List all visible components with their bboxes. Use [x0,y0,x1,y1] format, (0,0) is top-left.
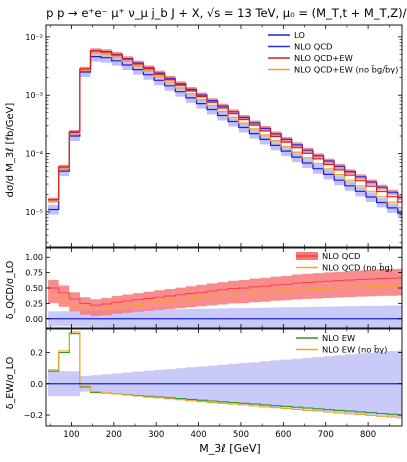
ew-ratio-panel: −0.2 0.0 0.2 100 200 300 400 500 600 700 800 NLO EW… [24,328,403,440]
y-tick-label: −0.2 [24,411,43,420]
plot-area [46,331,402,419]
x-axis-label: M_3ℓ [GeV] [199,442,260,455]
y-tick-label: 0.2 [30,348,43,357]
x-tick-label: 800 [360,430,376,440]
series-line-2 [48,50,402,203]
legend-label: NLO EW (no b̄γ) [322,344,387,355]
main-y-axis-label: dσ/d M_3ℓ [fb/GeV] [5,103,16,198]
legend-entry: NLO QCD [268,42,332,52]
x-tick-label: 500 [233,430,249,440]
y-tick-label: 10⁻⁵ [25,208,43,217]
legend-entry: LO [268,30,305,40]
panel-frame [45,328,403,427]
series-line-no-by [48,331,402,419]
ew-y-axis-label: δ_EW/σ_LO [5,357,16,409]
legend-label: NLO QCD (no b̄g) [322,262,393,273]
x-tick-label: 400 [190,430,206,440]
legend-label: NLO QCD+EW (no b̄g/b̄γ) [294,64,398,75]
series-line-nlo-qcd [48,277,402,306]
x-tick-label: 200 [106,430,122,440]
x-tick-label: 600 [275,430,291,440]
legend-entry: NLO QCD+EW [268,53,353,63]
legend-label: NLO EW [322,333,355,343]
series-line-3 [48,52,402,209]
y-tick-label: 10⁻³ [25,91,43,100]
x-tick-label: 700 [318,430,334,440]
plot-area [46,268,402,328]
legend-label: NLO QCD [322,251,360,261]
y-tick-label: 1.00 [25,253,43,262]
legend-label: LO [294,30,305,40]
legend-entry: NLO EW [296,333,355,343]
legend-label: NLO QCD [294,42,332,52]
lo-scale-band [48,52,402,219]
chart-title: p p → e⁺e⁻ μ⁺ ν_μ j_b J + X, √s = 13 TeV… [46,6,407,20]
x-tick-label: 100 [63,430,79,440]
y-tick-label: 0.75 [25,269,43,278]
plot-area [48,48,402,219]
y-tick-label: 0.0 [30,380,43,389]
y-tick-label: 0.25 [25,299,43,308]
y-tick-label: 0.00 [25,315,43,324]
y-tick-label: 10⁻⁴ [25,150,43,159]
y-tick-label: 0.50 [25,284,43,293]
legend-entry: NLO EW (no b̄γ) [296,344,387,355]
legend-entry: NLO QCD [296,251,360,261]
qcd-y-axis-label: δ_QCD/σ_LO [5,261,16,319]
legend-label: NLO QCD+EW [294,53,353,63]
series-line-0 [48,56,402,214]
x-tick-label: 300 [148,430,164,440]
series-line-no-bg [48,285,402,311]
legend-entry: NLO QCD (no b̄g) [296,262,393,273]
legend-entry: NLO QCD+EW (no b̄g/b̄γ) [268,64,398,75]
y-tick-label: 10⁻² [25,33,43,42]
